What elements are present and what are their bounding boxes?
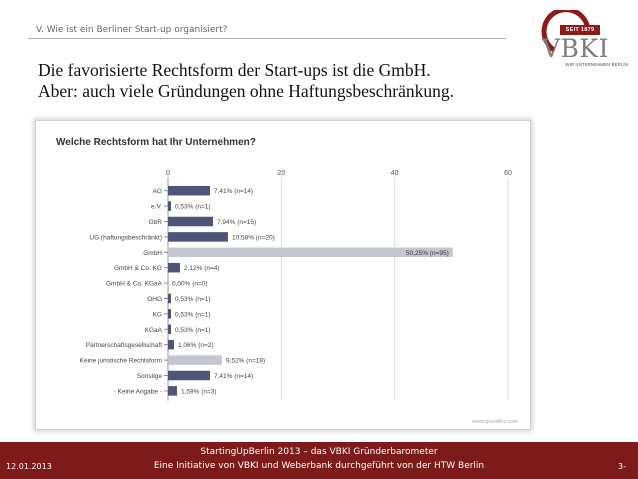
footer-title: StartingUpBerlin 2013 – das VBKI Gründer…: [200, 447, 438, 457]
data-label: 1,06% (n=2): [178, 342, 214, 349]
bar: [168, 370, 210, 381]
category-label: KGaA: [145, 327, 163, 334]
category-label: KG: [153, 311, 162, 318]
x-tick-label: 60: [504, 170, 512, 177]
vbki-logo-arc-icon: [541, 10, 591, 53]
category-label: Partnerschaftsgesellschaft: [86, 342, 162, 349]
bar: [168, 216, 213, 227]
data-label: 0,53% (n=1): [175, 311, 211, 318]
bar: [168, 185, 210, 196]
watermark: www.questfox.com: [471, 419, 518, 425]
bar: [168, 339, 175, 350]
headline-line-2: Aber: auch viele Gründungen ohne Haftung…: [38, 81, 454, 101]
data-label: 1,59% (n=3): [181, 388, 217, 395]
category-label: GbR: [149, 219, 163, 226]
x-tick-label: 40: [391, 170, 399, 177]
data-label: 0,00% (n=0): [172, 281, 208, 288]
page-number: 3-: [618, 462, 626, 471]
chart-title: Welche Rechtsform hat Ihr Unternehmen?: [56, 137, 256, 148]
category-label: Keine juristische Rechtsform: [80, 358, 162, 365]
logo-name: VBKI: [542, 34, 609, 63]
footer-subtitle: Eine Initiative von VBKI und Weberbank d…: [153, 461, 485, 471]
data-label: 50,25% (n=95): [406, 250, 449, 257]
bar: [168, 232, 228, 242]
headline-line-1: Die favorisierte Rechtsform der Start-up…: [38, 60, 431, 80]
category-label: UG (haftungsbeschränkt): [89, 234, 162, 241]
footer: StartingUpBerlin 2013 – das VBKI Gründer…: [0, 442, 638, 479]
section-divider: [28, 38, 506, 39]
category-label: Sonstige: [137, 373, 163, 380]
bar: [168, 324, 172, 335]
bar: [168, 309, 172, 319]
chart-panel: Welche Rechtsform hat Ihr Unternehmen? 0 2…: [35, 120, 531, 430]
bar: [168, 355, 222, 365]
data-label: 7,41% (n=14): [214, 188, 253, 195]
data-label: 10,58% (n=20): [232, 234, 275, 241]
bar-chart: Welche Rechtsform hat Ihr Unternehmen? 0 2…: [56, 137, 518, 425]
category-label: e.V.: [151, 204, 162, 211]
data-label: 7,94% (n=15): [217, 219, 256, 226]
bar: [168, 201, 172, 211]
headline: Die favorisierte Rechtsform der Start-up…: [38, 60, 454, 102]
logo-since-badge: SEIT 1879: [560, 25, 600, 35]
data-label: 0,53% (n=1): [175, 204, 211, 211]
category-label: GmbH: [143, 250, 162, 257]
category-label: GmbH & Co. KGaA: [106, 281, 163, 288]
data-label: 2,12% (n=4): [184, 265, 220, 272]
section-label: V. Wie ist ein Berliner Start-up organis…: [36, 25, 228, 35]
x-tick-label: 0: [166, 170, 170, 177]
bar: [168, 247, 453, 258]
logo-tagline: WIR UNTERNEHMEN BERLIN: [565, 62, 628, 67]
data-label: 7,41% (n=14): [214, 373, 253, 380]
category-label: AG: [153, 188, 162, 195]
category-label: - Keine Angabe -: [114, 388, 162, 395]
bar: [168, 262, 181, 273]
data-label: 0,53% (n=1): [175, 327, 211, 334]
bar: [168, 386, 178, 396]
data-label: 0,53% (n=1): [175, 296, 211, 303]
footer-date: 12.01.2013: [6, 462, 52, 471]
x-tick-label: 20: [277, 170, 285, 177]
data-label: 9,52% (n=18): [226, 358, 265, 365]
category-label: OHG: [147, 296, 162, 303]
bar: [168, 293, 172, 304]
category-label: GmbH & Co. KG: [114, 265, 162, 272]
